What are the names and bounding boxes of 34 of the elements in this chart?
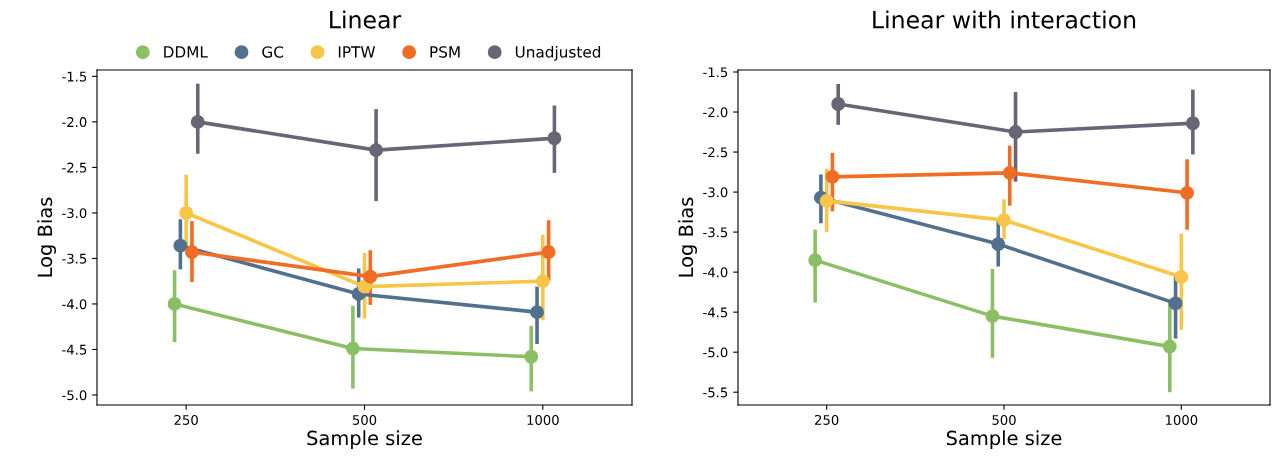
y-tick-label: -5.0 [62, 390, 87, 401]
y-tick-label: -2.5 [703, 147, 728, 158]
legend-label: DDML [164, 46, 208, 58]
x-tick-label: 1000 [527, 414, 559, 425]
chart-title: Linear [330, 10, 402, 29]
y-tick-label: -2.0 [62, 117, 87, 128]
y-tick-label: -4.5 [62, 344, 87, 355]
y-tick-label: -5.0 [703, 347, 728, 358]
chart-title: Linear with interaction [873, 10, 1136, 29]
y-tick-label: -1.5 [62, 71, 87, 82]
y-tick-label: -3.5 [62, 253, 87, 264]
x-tick-label: 250 [174, 414, 198, 425]
x-axis-title: Sample size [946, 430, 1062, 450]
y-tick-label: -4.0 [703, 267, 728, 278]
x-axis-title: Sample size [307, 430, 422, 450]
legend-label: GC [262, 46, 284, 58]
legend-label: Unadjusted [515, 45, 601, 61]
x-tick-label: 500 [992, 414, 1016, 425]
x-tick-label: 250 [815, 414, 839, 425]
legend-label: PSM [430, 46, 460, 58]
x-tick-label: 1000 [1165, 414, 1198, 425]
y-axis-title: Log Bias [678, 197, 697, 277]
y-tick-label: -1.5 [703, 67, 728, 78]
y-tick-label: -4.5 [703, 307, 728, 318]
y-tick-label: -3.0 [703, 187, 728, 198]
y-axis-title: Log Bias [37, 197, 56, 277]
y-tick-label: -5.5 [703, 387, 728, 398]
y-tick-label: -2.5 [62, 162, 87, 173]
y-tick-label: -3.5 [703, 227, 728, 238]
y-tick-label: -4.0 [62, 299, 87, 310]
y-tick-label: -3.0 [62, 208, 87, 219]
x-tick-label: 500 [352, 414, 377, 425]
y-tick-label: -2.0 [703, 107, 728, 118]
legend-label: IPTW [338, 46, 376, 58]
